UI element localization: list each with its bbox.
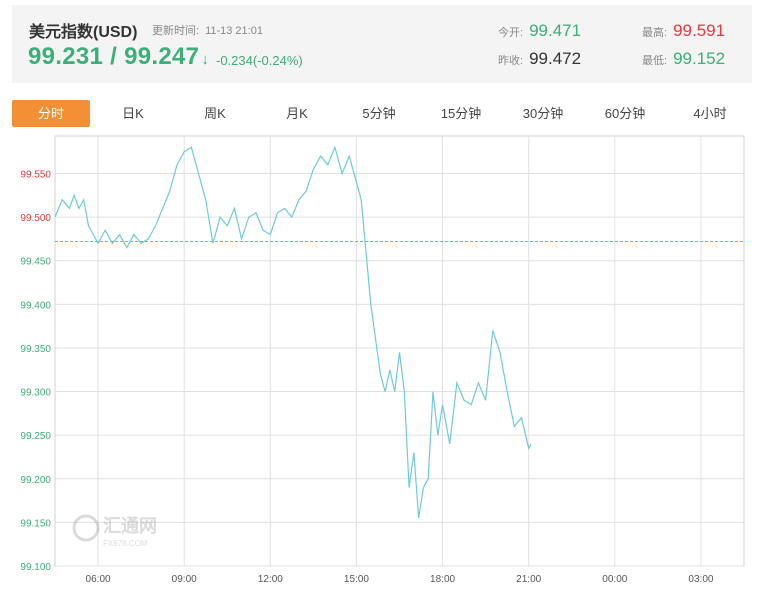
tab-15min[interactable]: 15分钟 bbox=[440, 106, 482, 121]
tab-5min[interactable]: 5分钟 bbox=[362, 106, 396, 121]
plot-area bbox=[54, 135, 745, 567]
y-tick-label: 99.250 bbox=[20, 431, 51, 442]
bid-ask-price: 99.231 / 99.247 ↓ bbox=[28, 43, 209, 71]
x-axis-ticks: 06:00 09:00 12:00 15:00 18:00 21:00 00:00 03:00 bbox=[86, 574, 714, 585]
update-time-label: 更新时间: bbox=[152, 25, 200, 37]
y-axis-ticks: 99.550 99.500 99.450 99.400 99.350 99.300 99.2… bbox=[20, 170, 51, 573]
tab-daily-k[interactable]: 日K bbox=[122, 106, 144, 121]
down-arrow-icon: ↓ bbox=[201, 51, 210, 68]
timeframe-tabs: 分时 日K 周K 月K 5分钟 15分钟 30分钟 60分钟 4小时 bbox=[12, 100, 752, 128]
prev-close-label: 昨收: bbox=[498, 55, 524, 67]
high-stat: 最高: 99.591 bbox=[642, 21, 725, 41]
watermark-text: 汇通网 bbox=[103, 516, 157, 537]
y-tick-label: 99.200 bbox=[20, 475, 51, 486]
low-stat: 最低: 99.152 bbox=[642, 49, 725, 69]
prev-close-value: 99.472 bbox=[529, 49, 582, 68]
price-change: -0.234(-0.24%) bbox=[216, 53, 303, 68]
fx678-watermark: 汇通网 FX678.COM bbox=[72, 514, 157, 548]
tab-4hour[interactable]: 4小时 bbox=[693, 106, 727, 121]
x-tick-label: 15:00 bbox=[344, 574, 369, 585]
low-label: 最低: bbox=[642, 55, 668, 67]
low-value: 99.152 bbox=[673, 49, 726, 68]
y-tick-label: 99.550 bbox=[20, 170, 51, 181]
intraday-chart: 99.550 99.500 99.450 99.400 99.350 99.300 99.2… bbox=[20, 135, 745, 585]
chart-grid bbox=[55, 136, 744, 567]
open-label: 今开: bbox=[498, 27, 524, 39]
open-stat: 今开: 99.471 bbox=[498, 21, 581, 41]
open-value: 99.471 bbox=[529, 21, 582, 40]
y-tick-label: 99.100 bbox=[20, 562, 51, 573]
tab-monthly-k[interactable]: 月K bbox=[286, 106, 308, 121]
x-tick-label: 09:00 bbox=[172, 574, 197, 585]
x-tick-label: 06:00 bbox=[86, 574, 111, 585]
quote-header: 美元指数(USD) 更新时间: 11-13 21:01 99.231 / 99.2… bbox=[12, 5, 752, 83]
x-tick-label: 18:00 bbox=[430, 574, 455, 585]
series-line bbox=[54, 145, 532, 519]
high-value: 99.591 bbox=[673, 21, 726, 40]
y-tick-label: 99.500 bbox=[20, 213, 51, 224]
watermark-subtext: FX678.COM bbox=[103, 539, 148, 548]
y-tick-label: 99.400 bbox=[20, 300, 51, 311]
tab-intraday[interactable]: 分时 bbox=[12, 100, 90, 127]
x-tick-label: 03:00 bbox=[688, 574, 713, 585]
high-label: 最高: bbox=[642, 27, 668, 39]
y-tick-label: 99.450 bbox=[20, 257, 51, 268]
y-tick-label: 99.300 bbox=[20, 388, 51, 399]
y-tick-label: 99.350 bbox=[20, 344, 51, 355]
x-tick-label: 00:00 bbox=[602, 574, 627, 585]
update-time: 更新时间: 11-13 21:01 bbox=[152, 22, 263, 38]
prev-close-stat: 昨收: 99.472 bbox=[498, 49, 581, 69]
update-time-value: 11-13 21:01 bbox=[205, 25, 263, 37]
tab-30min[interactable]: 30分钟 bbox=[522, 106, 564, 121]
tab-60min[interactable]: 60分钟 bbox=[604, 106, 646, 121]
watermark-logo-icon bbox=[72, 514, 100, 542]
x-tick-label: 12:00 bbox=[258, 574, 283, 585]
tab-weekly-k[interactable]: 周K bbox=[204, 106, 226, 121]
instrument-title: 美元指数(USD) bbox=[29, 24, 138, 41]
x-tick-label: 21:00 bbox=[516, 574, 541, 585]
price-value: 99.231 / 99.247 bbox=[28, 43, 200, 70]
y-tick-label: 99.150 bbox=[20, 518, 51, 529]
